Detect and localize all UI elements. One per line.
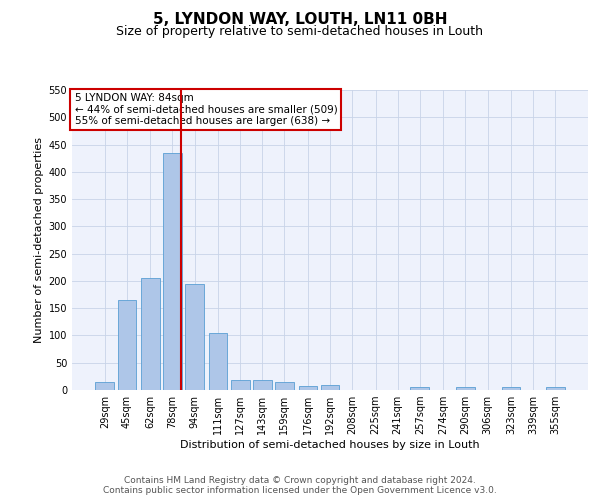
- Text: Contains HM Land Registry data © Crown copyright and database right 2024.: Contains HM Land Registry data © Crown c…: [124, 476, 476, 485]
- Bar: [163, 152, 182, 390]
- Bar: [231, 380, 250, 390]
- Bar: [275, 382, 294, 390]
- Bar: [410, 388, 429, 390]
- Bar: [141, 278, 160, 390]
- Y-axis label: Number of semi-detached properties: Number of semi-detached properties: [34, 137, 44, 343]
- Text: 5 LYNDON WAY: 84sqm
← 44% of semi-detached houses are smaller (509)
55% of semi-: 5 LYNDON WAY: 84sqm ← 44% of semi-detach…: [74, 93, 337, 126]
- Bar: [253, 380, 272, 390]
- Bar: [185, 284, 204, 390]
- Bar: [95, 382, 114, 390]
- Bar: [118, 300, 136, 390]
- Bar: [546, 388, 565, 390]
- Text: Size of property relative to semi-detached houses in Louth: Size of property relative to semi-detach…: [116, 25, 484, 38]
- Bar: [299, 386, 317, 390]
- Bar: [502, 388, 520, 390]
- X-axis label: Distribution of semi-detached houses by size in Louth: Distribution of semi-detached houses by …: [180, 440, 480, 450]
- Text: Contains public sector information licensed under the Open Government Licence v3: Contains public sector information licen…: [103, 486, 497, 495]
- Bar: [320, 384, 340, 390]
- Text: 5, LYNDON WAY, LOUTH, LN11 0BH: 5, LYNDON WAY, LOUTH, LN11 0BH: [153, 12, 447, 28]
- Bar: [456, 388, 475, 390]
- Bar: [209, 332, 227, 390]
